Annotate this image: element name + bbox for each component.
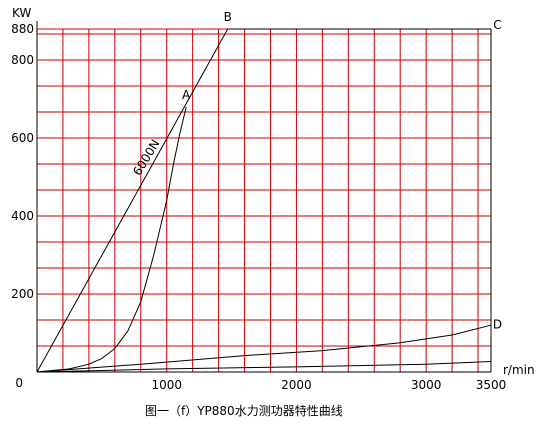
grid: [37, 28, 491, 372]
axes: [36, 21, 491, 373]
annotations: A B C D 6000N: [130, 10, 502, 331]
x-axis-unit: r/min: [503, 363, 535, 377]
y-tick-label-200: 200: [11, 287, 34, 301]
point-C: C: [493, 18, 501, 32]
point-A: A: [182, 88, 191, 102]
torque-label: 6000N: [130, 137, 162, 178]
series-lines: [36, 28, 492, 373]
y-tick-label-0: 0: [15, 376, 23, 390]
y-tick-label-800: 800: [11, 53, 34, 67]
torque-line: [36, 28, 229, 373]
chart-title: 图一（f）YP880水力测功器特性曲线: [145, 403, 343, 418]
x-tick-label-1000: 1000: [151, 378, 182, 392]
x-tick-label-3500: 3500: [476, 378, 507, 392]
point-B: B: [224, 10, 232, 24]
tick-labels: 1000 2000 3000 3500 0 200 400 600 800 880: [11, 22, 506, 392]
y-tick-label-400: 400: [11, 209, 34, 223]
point-D: D: [493, 317, 502, 331]
y-tick-label-600: 600: [11, 131, 34, 145]
y-tick-label-880: 880: [11, 22, 34, 36]
bottom-curve: [36, 361, 492, 373]
min-power-curve: [36, 324, 492, 373]
x-tick-label-2000: 2000: [281, 378, 312, 392]
max-power-curve: [36, 106, 187, 373]
x-tick-label-3000: 3000: [411, 378, 442, 392]
y-axis-unit: KW: [12, 6, 31, 20]
